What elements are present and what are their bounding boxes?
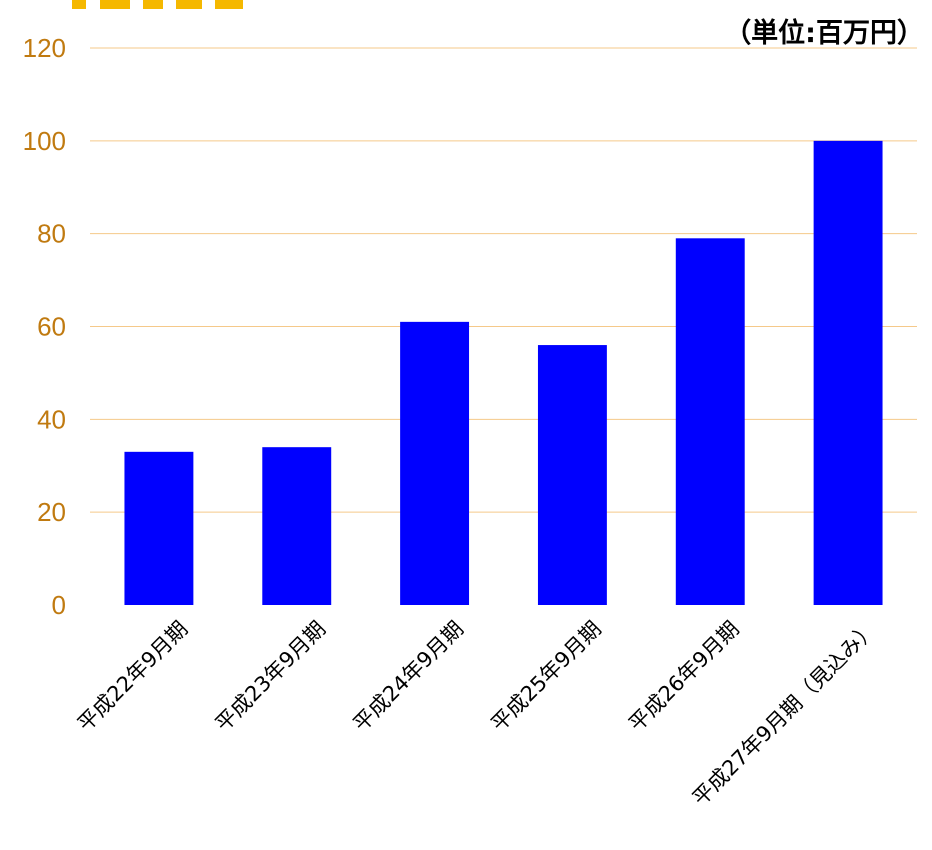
bar [675, 238, 745, 605]
x-tick-label: 平成25年9月期 [486, 617, 606, 737]
x-tick-label: 平成22年9月期 [73, 617, 193, 737]
bar [813, 140, 883, 606]
y-tick-label: 60 [37, 312, 66, 342]
y-tick-label: 40 [37, 404, 66, 434]
unit-label: （単位:百万円） [724, 17, 924, 49]
bar [537, 345, 607, 605]
y-axis-ticks: 0 20 40 60 80 100 120 [23, 33, 66, 620]
y-tick-label: 0 [52, 590, 66, 620]
bar [400, 321, 470, 605]
x-tick-label: 平成24年9月期 [349, 617, 469, 737]
x-tick-label: 平成26年9月期 [624, 617, 744, 737]
y-tick-label: 80 [37, 219, 66, 249]
x-tick-label: 平成23年9月期 [211, 617, 331, 737]
bar [262, 447, 332, 605]
x-axis-labels: 平成22年9月期 平成23年9月期 平成24年9月期 平成25年9月期 平成26年9月期… [73, 617, 882, 811]
bar [124, 451, 194, 605]
cropped-header-mark [72, 0, 243, 9]
gridlines [90, 47, 917, 513]
bars [124, 140, 883, 606]
y-tick-label: 120 [23, 33, 66, 63]
y-tick-label: 20 [37, 497, 66, 527]
y-tick-label: 100 [23, 126, 66, 156]
